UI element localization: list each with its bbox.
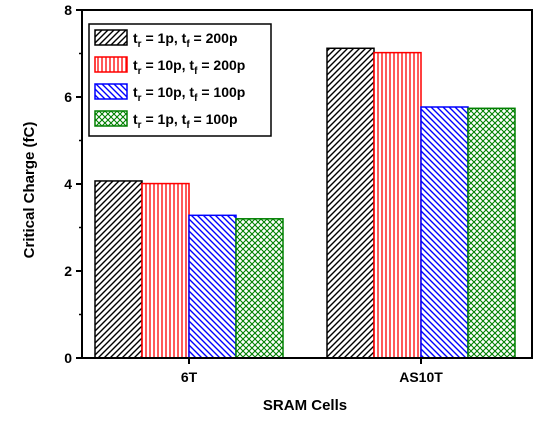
bar-as10t-series-2	[373, 51, 422, 359]
legend-swatch	[94, 56, 128, 73]
y-tick-label: 2	[64, 263, 72, 279]
y-tick-label: 0	[64, 350, 72, 366]
legend-swatch	[94, 29, 128, 46]
y-axis: 0 2 4 6 8	[64, 2, 82, 366]
bar-as10t-series-4	[467, 107, 516, 359]
legend-swatch	[94, 83, 128, 100]
y-tick-label: 8	[64, 2, 72, 18]
x-axis: 6T AS10T	[181, 358, 443, 385]
legend-entry-label: tr = 10p, tf = 100p	[133, 84, 245, 104]
bars-group	[94, 47, 516, 359]
y-axis-title: Critical Charge (fC)	[21, 122, 38, 259]
bar-6t-series-3	[188, 214, 237, 359]
x-axis-title: SRAM Cells	[263, 397, 347, 414]
bar-as10t-series-1	[326, 47, 375, 359]
y-tick-label: 6	[64, 89, 72, 105]
legend-swatch	[94, 110, 128, 127]
legend-entry-label: tr = 1p, tf = 200p	[133, 30, 238, 50]
legend: tr = 1p, tf = 200p tr = 10p, tf = 200p tr …	[88, 23, 272, 137]
bar-6t-series-4	[235, 218, 284, 359]
legend-entry-label: tr = 10p, tf = 200p	[133, 57, 245, 77]
x-tick-label: 6T	[181, 369, 198, 385]
y-tick-label: 4	[64, 176, 72, 192]
x-tick-label: AS10T	[399, 369, 443, 385]
bar-6t-series-1	[94, 180, 143, 359]
bar-as10t-series-3	[420, 106, 469, 359]
legend-entry-label: tr = 1p, tf = 100p	[133, 111, 238, 131]
bar-6t-series-2	[141, 182, 190, 359]
